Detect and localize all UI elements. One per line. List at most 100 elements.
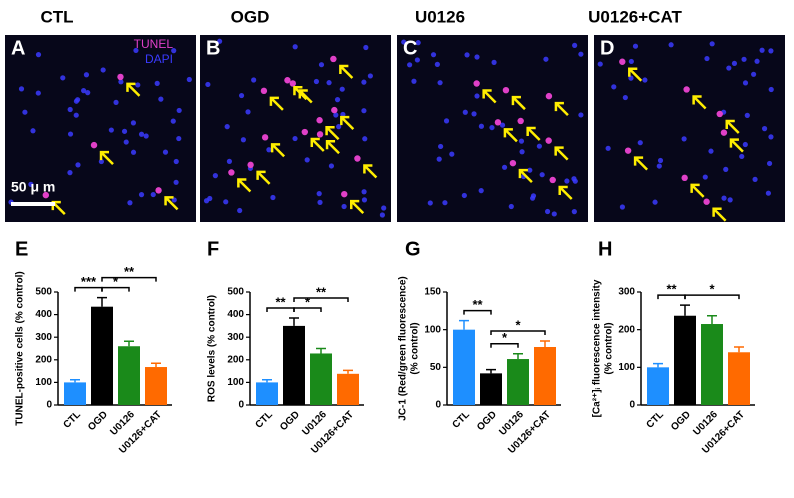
nucleus: [173, 179, 179, 185]
x-tick-label: OGD: [669, 409, 693, 433]
nucleus: [744, 112, 750, 118]
nucleus: [118, 79, 124, 85]
arrow: [164, 196, 179, 211]
error-bar: [70, 378, 80, 383]
nucleus: [597, 61, 603, 67]
nucleus: [491, 59, 497, 65]
nucleus: [224, 124, 230, 130]
bar: [674, 315, 696, 405]
tunel-nucleus: [341, 190, 348, 198]
tunel-nucleus: [681, 174, 688, 182]
bar: [647, 367, 669, 405]
arrow: [518, 168, 533, 184]
nucleus: [367, 73, 373, 79]
nucleus: [702, 174, 708, 180]
y-tick-label: 100: [227, 377, 244, 388]
bar: [283, 325, 305, 405]
micrograph: [594, 35, 785, 222]
nucleus: [501, 164, 508, 170]
arrow: [237, 178, 252, 193]
nucleus: [611, 84, 617, 90]
nucleus: [162, 149, 169, 155]
tunel-nucleus: [716, 110, 723, 118]
nucleus: [75, 162, 81, 168]
arrow: [325, 140, 340, 155]
error-bar: [343, 369, 353, 374]
nucleus: [121, 128, 128, 134]
nucleus: [704, 55, 710, 62]
significance-bracket: [490, 343, 519, 348]
nucleus: [619, 204, 626, 210]
nucleus: [530, 193, 537, 199]
nucleus: [266, 147, 272, 153]
y-tick-label: 300: [35, 332, 52, 343]
nucleus: [474, 93, 480, 99]
significance-label: *: [709, 282, 715, 297]
nucleus: [628, 58, 634, 65]
nucleus: [67, 131, 74, 137]
legend-tunel: TUNEL: [134, 37, 174, 51]
nucleus: [544, 208, 551, 215]
error-bar: [707, 314, 717, 325]
nucleus: [171, 197, 177, 203]
nucleus: [292, 135, 298, 142]
error-bar: [151, 362, 161, 368]
y-axis-label: (% control): [410, 322, 421, 374]
y-tick-label: 400: [35, 309, 52, 320]
column-header: OGD: [231, 7, 270, 26]
y-axis-label: TUNEL-positive cells (% control): [15, 271, 26, 425]
nucleus: [759, 47, 765, 53]
nucleus: [22, 109, 28, 115]
nucleus: [212, 173, 218, 179]
nucleus: [551, 211, 557, 217]
nucleus: [333, 112, 339, 118]
nucleus: [98, 158, 104, 165]
arrow: [99, 150, 114, 166]
y-tick-label: 100: [618, 362, 635, 373]
panel-label: B: [206, 37, 220, 59]
y-tick-label: 500: [227, 287, 244, 298]
arrow: [628, 67, 643, 82]
tunel-nucleus: [549, 176, 556, 184]
nucleus: [245, 109, 251, 115]
nucleus: [292, 44, 298, 50]
x-tick-label: OGD: [278, 409, 302, 433]
tunel-nucleus: [260, 87, 268, 95]
nucleus: [499, 122, 506, 128]
arrow: [269, 96, 284, 111]
nucleus: [251, 77, 257, 83]
legend-dapi: DAPI: [145, 52, 173, 66]
nucleus: [226, 158, 233, 164]
nucleus: [138, 131, 145, 137]
tunel-nucleus: [289, 80, 296, 87]
nucleus: [741, 56, 747, 62]
error-bar: [513, 353, 523, 360]
error-bar: [540, 340, 550, 347]
error-bar: [653, 362, 663, 368]
arrow: [712, 207, 727, 222]
tunel-nucleus: [117, 73, 124, 81]
nucleus: [217, 38, 223, 44]
nucleus: [443, 118, 450, 124]
nucleus: [237, 207, 243, 214]
nucleus: [138, 192, 145, 198]
nucleus: [361, 108, 367, 114]
arrow: [503, 128, 518, 143]
y-tick-label: 0: [629, 400, 635, 411]
significance-bracket: [463, 309, 492, 315]
nucleus: [765, 190, 771, 196]
tunel-nucleus: [354, 155, 361, 162]
nucleus: [628, 75, 634, 81]
significance-bracket: [684, 294, 740, 300]
nucleus: [207, 195, 213, 202]
nucleus: [766, 160, 773, 167]
nucleus: [361, 79, 367, 85]
nucleus: [527, 167, 533, 173]
nucleus: [727, 197, 733, 203]
bar: [91, 306, 113, 405]
tunel-nucleus: [284, 77, 291, 84]
nucleus: [518, 138, 525, 144]
nucleus: [768, 48, 774, 54]
nucleus: [726, 65, 732, 71]
nucleus: [150, 191, 156, 198]
